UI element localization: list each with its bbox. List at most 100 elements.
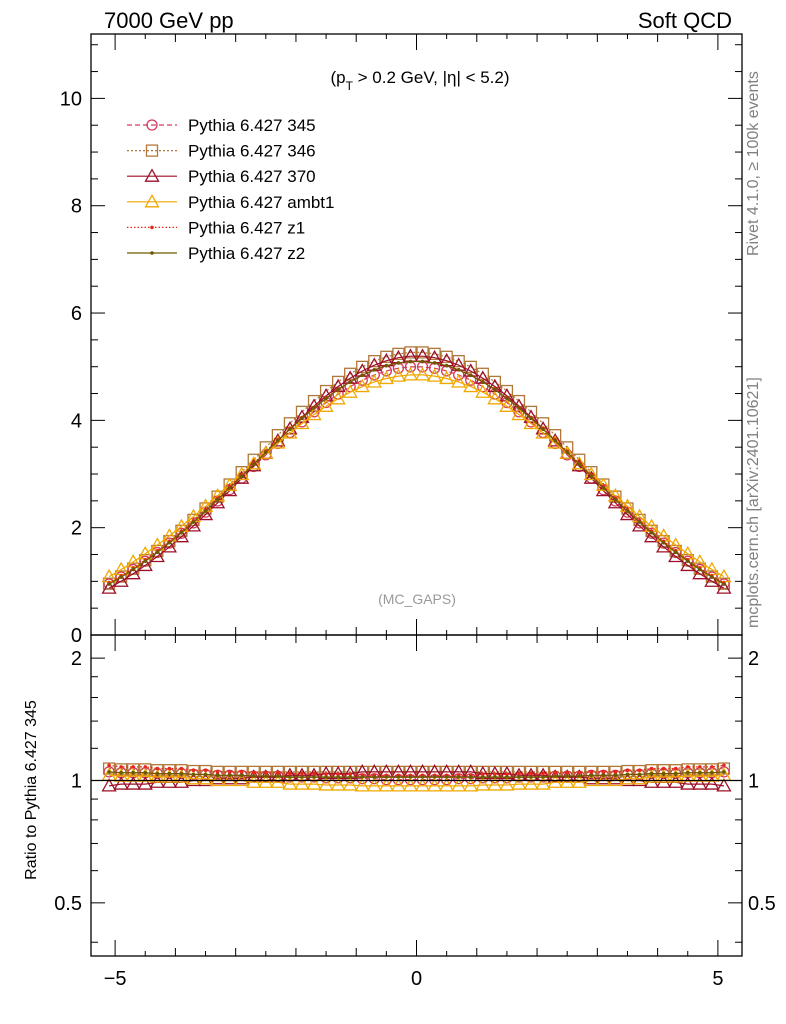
series-5-ratio-point <box>372 775 377 779</box>
main-ytick-label: 4 <box>71 410 82 432</box>
series-2-ratio-point <box>704 776 720 790</box>
series-5-point <box>384 363 389 368</box>
series-3-ratio-point <box>583 772 599 787</box>
series-3-ratio-point <box>306 776 322 790</box>
series-2-ratio-point <box>125 776 141 790</box>
series-5-point <box>529 416 533 421</box>
ratio-frame <box>90 634 743 957</box>
series-2-point <box>668 548 684 563</box>
series-3-ratio-point <box>378 778 394 792</box>
series-1-point <box>705 570 719 583</box>
series-2-ratio-point <box>583 770 599 785</box>
series-1-point <box>476 367 489 380</box>
series-4-ratio-point <box>131 765 135 769</box>
series-3-point <box>439 370 455 385</box>
series-4-ratio-point <box>505 772 509 777</box>
series-3-point <box>487 391 503 405</box>
legend-label-3: Pythia 6.427 ambt1 <box>188 193 334 212</box>
series-5-ratio-point <box>541 775 545 779</box>
series-1-point <box>452 355 465 368</box>
series-5-ratio-point <box>649 771 654 776</box>
series-3-point <box>414 367 431 381</box>
series-4-ratio-point <box>685 765 690 769</box>
series-5-ratio-point <box>637 772 642 777</box>
series-5-point <box>264 450 268 455</box>
watermark: (MC_GAPS) <box>378 591 456 607</box>
series-3-ratio-point <box>342 777 358 791</box>
series-5-ratio-point <box>589 773 594 778</box>
series-3-ratio-point <box>631 770 648 785</box>
series-1-ratio-point <box>597 765 610 779</box>
series-3-ratio-point <box>137 768 153 782</box>
series-2-ratio-point <box>101 778 117 792</box>
series-4-ratio-point <box>143 765 148 769</box>
series-5-ratio-point <box>324 775 328 779</box>
series-1-point <box>331 375 345 389</box>
series-3-point <box>390 368 407 382</box>
series-5-point <box>276 438 280 443</box>
series-3-point <box>330 391 346 405</box>
series-3-ratio-point <box>571 774 587 788</box>
annotation-rest: > 0.2 GeV, |η| < 5.2) <box>353 68 510 87</box>
xtick-label: 0 <box>411 968 422 990</box>
series-5-ratio-point <box>131 770 135 775</box>
main-ytick-label: 10 <box>60 88 82 110</box>
series-5-ratio-point <box>722 770 726 774</box>
series-5-point <box>119 575 123 579</box>
series-5-point <box>661 540 666 545</box>
series-2-point <box>692 565 708 580</box>
series-2-point <box>125 565 141 580</box>
cut-annotation: (pT > 0.2 GeV, |η| < 5.2) <box>330 68 509 93</box>
series-4-ratio-point <box>179 766 184 771</box>
series-3-ratio-point <box>402 778 419 792</box>
series-1-ratio-point <box>621 764 634 778</box>
series-1-ratio-point <box>127 763 140 776</box>
series-4-ratio-point <box>673 766 678 771</box>
series-2-ratio-point <box>692 776 708 790</box>
series-5-point <box>239 474 244 478</box>
legend-marker-3 <box>144 193 160 208</box>
series-1-ratio-point <box>717 762 731 775</box>
series-3-ratio-point <box>704 768 720 782</box>
series-5-ratio-point <box>312 775 316 779</box>
series-3-ratio-point <box>294 776 310 790</box>
series-5-ratio-point <box>661 771 666 776</box>
series-4-line <box>108 360 725 584</box>
series-5-point <box>456 368 461 372</box>
series-5-point <box>601 486 606 490</box>
series-3-ratio-point <box>656 769 672 783</box>
series-3-point <box>101 568 117 583</box>
series-1-ratio-point <box>187 764 200 778</box>
legend-label-1: Pythia 6.427 346 <box>188 142 316 161</box>
series-5-ratio-point <box>107 770 111 774</box>
series-1-line <box>108 351 725 585</box>
series-4-ratio-point <box>577 770 582 775</box>
series-4-ratio-point <box>493 772 497 777</box>
series-5-ratio-point <box>360 775 365 779</box>
series-5-point <box>203 509 208 513</box>
series-5-point <box>300 416 304 421</box>
series-4-ratio-point <box>710 765 714 769</box>
series-5-ratio-point <box>288 775 292 779</box>
series-5-point <box>493 387 497 392</box>
series-3-ratio-line <box>109 774 724 787</box>
series-5-point <box>432 361 437 365</box>
ratio-ytick-label-right: 2 <box>748 648 759 670</box>
series-2-ratio-point <box>234 770 250 785</box>
series-1-ratio-point <box>705 763 719 776</box>
series-5-ratio-point <box>493 775 497 779</box>
series-2-ratio-point <box>595 770 611 785</box>
series-5-ratio-point <box>396 775 401 779</box>
series-3-point <box>426 368 443 382</box>
series-2-point <box>402 348 419 362</box>
series-5-point <box>131 567 135 572</box>
series-5-ratio-point <box>432 775 437 779</box>
series-4-ratio-point <box>107 763 111 768</box>
series-2-point <box>680 557 696 572</box>
series-3-ratio-point <box>607 772 624 787</box>
series-4-ratio-point <box>155 766 160 771</box>
series-5-ratio-point <box>565 774 569 778</box>
series-4-ratio-point <box>661 766 666 771</box>
series-5-ratio-point <box>239 773 244 778</box>
xtick-label: −5 <box>104 968 127 990</box>
